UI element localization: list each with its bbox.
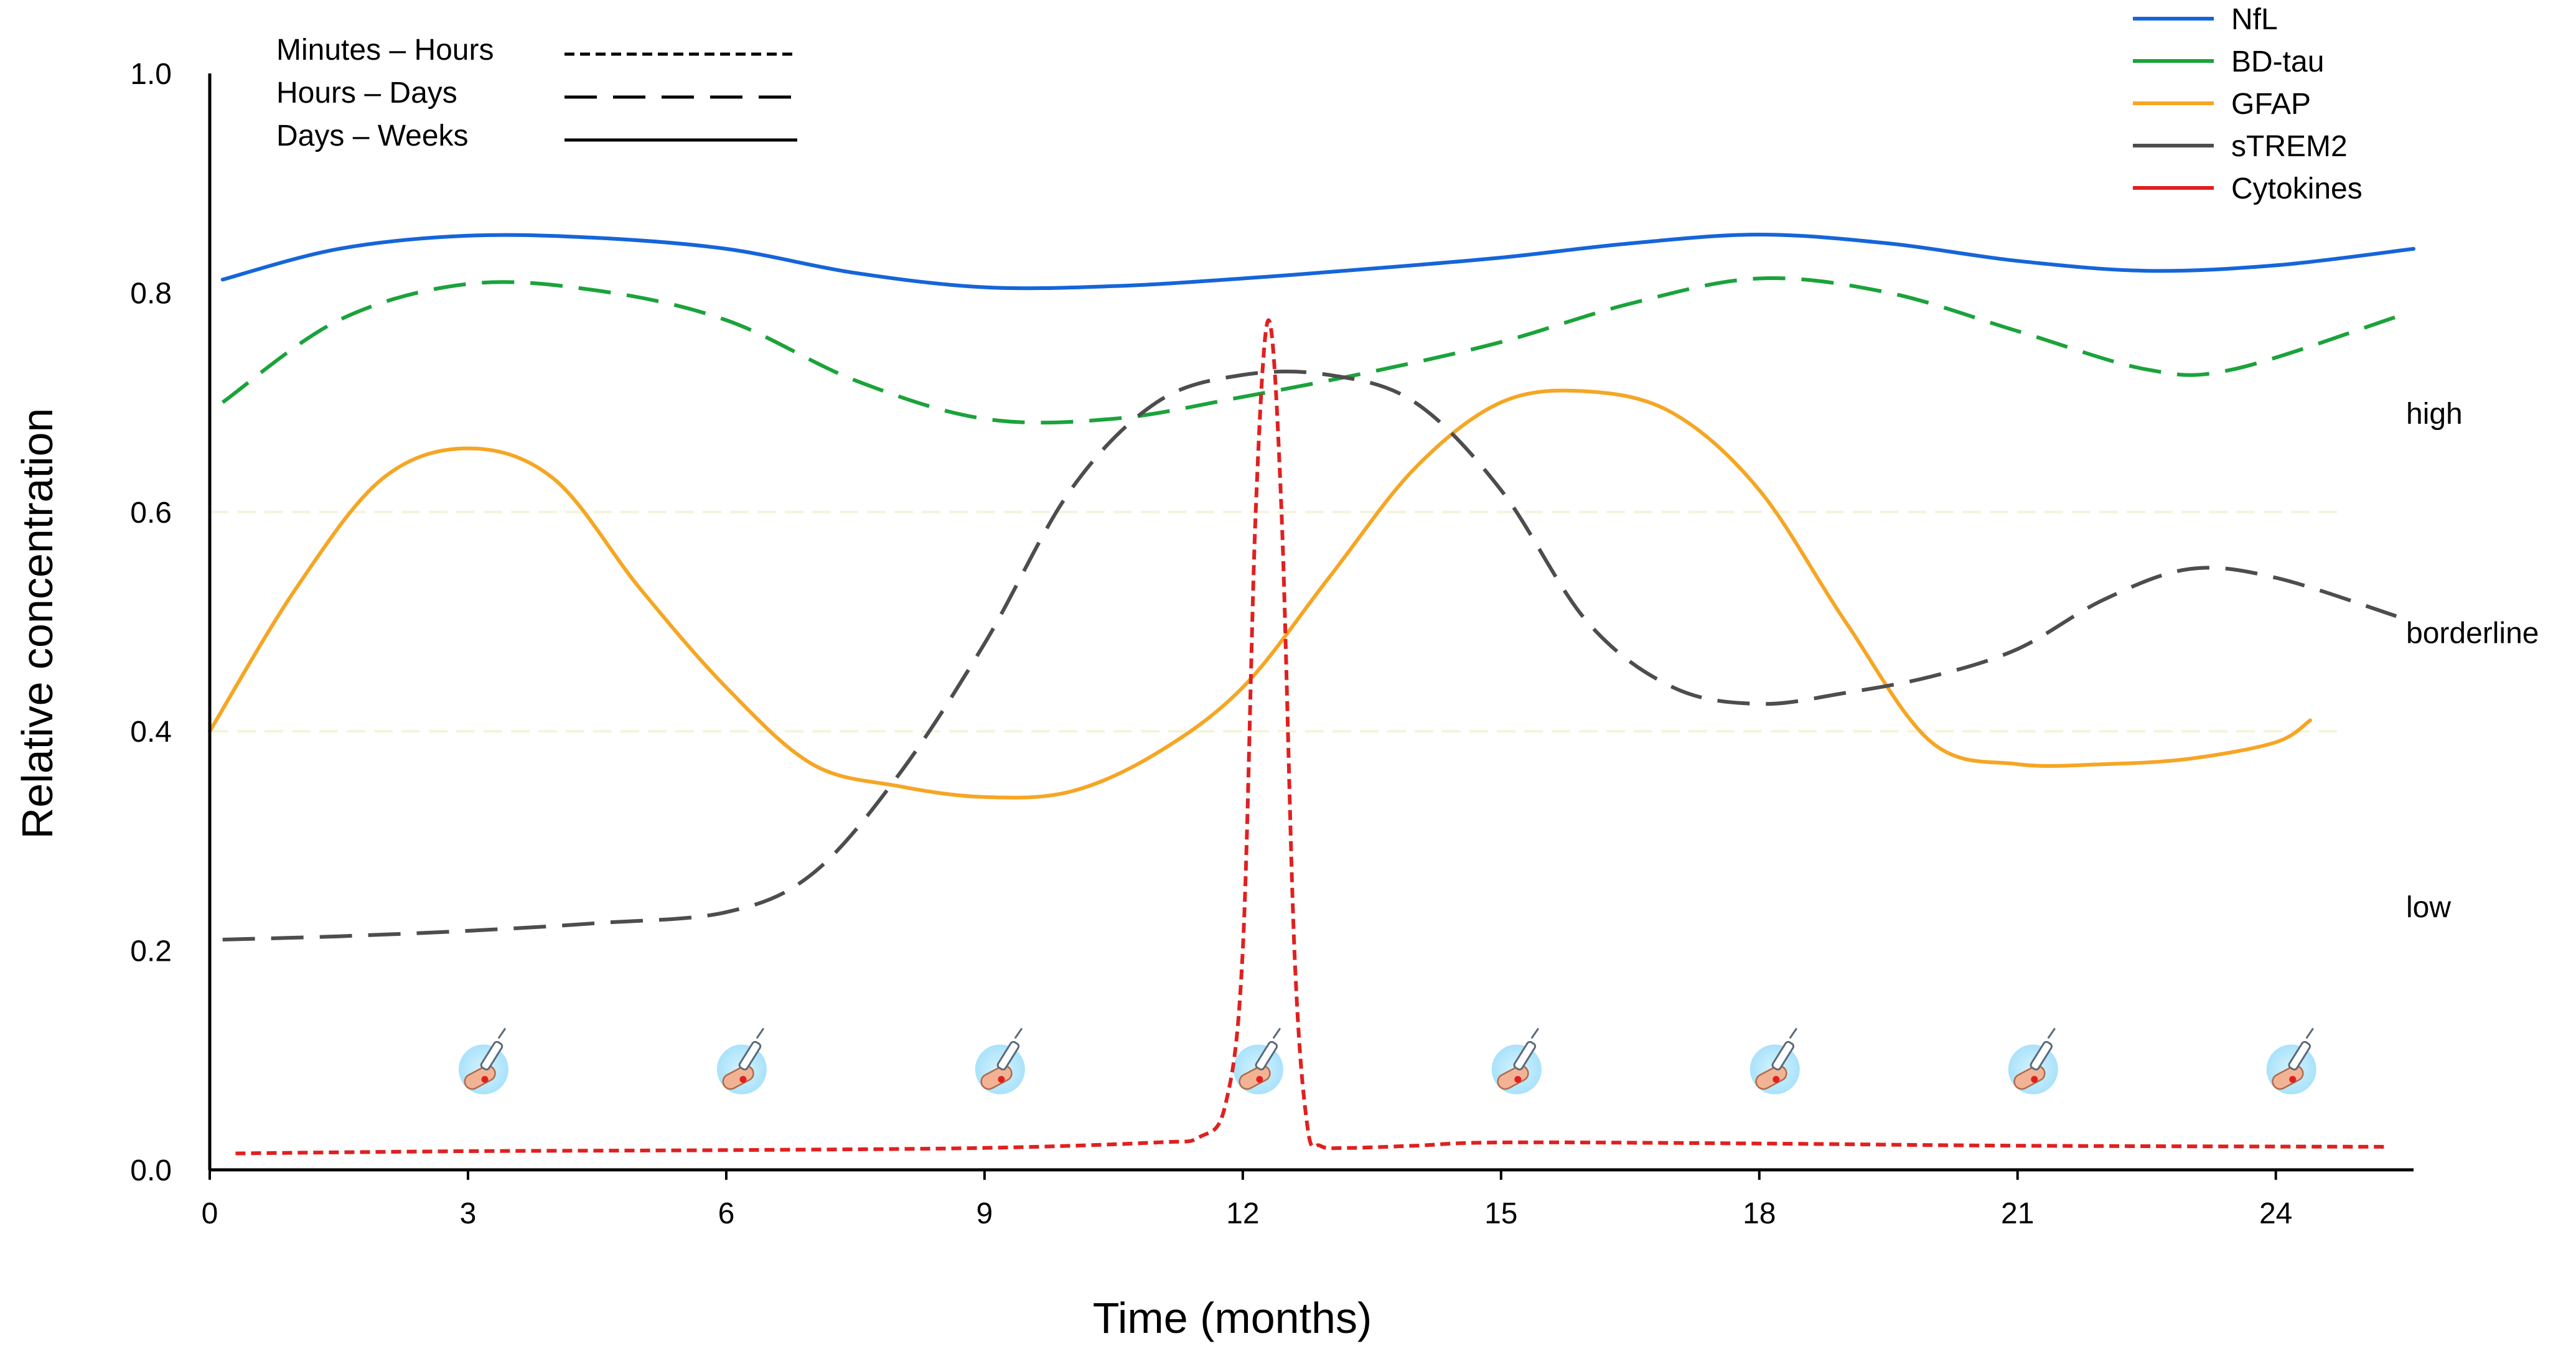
legend-label-cytokines: Cytokines <box>2231 172 2363 205</box>
syringe-icon <box>1771 1040 1795 1071</box>
series-lines <box>208 233 2415 1156</box>
blood-draw-icon <box>1233 1027 1283 1095</box>
blood-draw-icon <box>1749 1027 1800 1095</box>
sampling-markers <box>458 1027 2316 1095</box>
zone-labels: high borderline low <box>2406 398 2539 924</box>
arm-icon <box>2013 1065 2046 1090</box>
series-line-gfap <box>208 388 2312 800</box>
blood-drop-icon <box>1256 1076 1263 1083</box>
y-tick-label: 0.0 <box>130 1154 172 1187</box>
arm-icon <box>722 1065 754 1090</box>
legends: Minutes – Hours Hours – Days Days – Weeks N… <box>276 3 2363 205</box>
blood-draw-icon <box>2266 1027 2316 1095</box>
blood-drop-icon <box>2031 1076 2038 1083</box>
series-line-nfl <box>220 233 2415 291</box>
syringe-plunger-icon <box>1014 1027 1023 1039</box>
x-tick-label: 6 <box>718 1197 735 1230</box>
series-line-strem2 <box>222 370 2397 941</box>
arm-icon <box>464 1065 496 1090</box>
blood-draw-icon <box>458 1027 508 1095</box>
blood-draw-icon <box>1491 1027 1542 1095</box>
syringe-icon <box>1255 1040 1278 1071</box>
blood-draw-icon <box>716 1027 767 1095</box>
blood-drop-icon <box>481 1076 489 1083</box>
x-tick-label: 9 <box>977 1197 993 1230</box>
arm-icon <box>980 1065 1013 1090</box>
y-tick-label: 0.6 <box>130 497 172 530</box>
zone-label-high: high <box>2406 398 2463 431</box>
series-line-cytokines <box>235 318 2388 1156</box>
y-tick-label: 0.2 <box>130 935 172 968</box>
threshold-lines <box>210 510 2345 733</box>
blood-drop-icon <box>1773 1076 1780 1083</box>
blood-drop-icon <box>1514 1076 1522 1083</box>
x-tick-label: 21 <box>2001 1197 2034 1230</box>
arm-icon <box>1497 1065 1529 1090</box>
legend-label-strem2: sTREM2 <box>2231 130 2348 163</box>
syringe-plunger-icon <box>1272 1027 1281 1039</box>
zone-label-borderline: borderline <box>2406 617 2539 650</box>
syringe-icon <box>996 1040 1020 1071</box>
syringe-plunger-icon <box>2305 1027 2314 1039</box>
syringe-icon <box>1513 1040 1537 1071</box>
x-axis-title: Time (months) <box>1093 1294 1372 1342</box>
x-tick-label: 12 <box>1226 1197 1259 1230</box>
series-line-bd-tau <box>221 276 2397 425</box>
x-tick-label: 24 <box>2259 1197 2292 1230</box>
y-tick-label: 0.4 <box>130 716 172 749</box>
timescale-legend-label: Days – Weeks <box>276 119 469 152</box>
timescale-legend-label: Hours – Days <box>276 77 457 110</box>
zone-label-low: low <box>2406 891 2451 924</box>
blood-drop-icon <box>998 1076 1005 1083</box>
x-tick-label: 15 <box>1484 1197 1517 1230</box>
syringe-icon <box>480 1040 503 1071</box>
arm-icon <box>2272 1065 2304 1090</box>
legend-label-nfl: NfL <box>2231 3 2278 36</box>
syringe-plunger-icon <box>1530 1027 1540 1039</box>
x-tick-label: 18 <box>1743 1197 1776 1230</box>
arm-icon <box>1239 1065 1271 1090</box>
arm-icon <box>1755 1065 1787 1090</box>
blood-drop-icon <box>739 1076 747 1083</box>
syringe-plunger-icon <box>497 1027 507 1039</box>
x-tick-label: 3 <box>460 1197 477 1230</box>
syringe-icon <box>2030 1040 2053 1071</box>
syringe-plunger-icon <box>756 1027 765 1039</box>
syringe-icon <box>2288 1040 2311 1071</box>
blood-draw-icon <box>975 1027 1025 1095</box>
timescale-legend-label: Minutes – Hours <box>276 34 494 67</box>
syringe-plunger-icon <box>1789 1027 1798 1039</box>
axes: 0 3 6 9 12 15 18 21 24 0.0 0.2 0.4 0.6 0.8 1.0 <box>130 58 2414 1230</box>
syringe-plunger-icon <box>2047 1027 2056 1039</box>
legend-label-gfap: GFAP <box>2231 88 2311 121</box>
legend-label-bd-tau: BD-tau <box>2231 45 2324 78</box>
syringe-icon <box>738 1040 762 1071</box>
y-axis-title: Relative concentration <box>13 408 62 839</box>
y-tick-label: 1.0 <box>130 58 172 91</box>
blood-draw-icon <box>2008 1027 2058 1095</box>
x-tick-label: 0 <box>202 1197 218 1230</box>
blood-drop-icon <box>2289 1076 2297 1083</box>
y-tick-label: 0.8 <box>130 277 172 310</box>
